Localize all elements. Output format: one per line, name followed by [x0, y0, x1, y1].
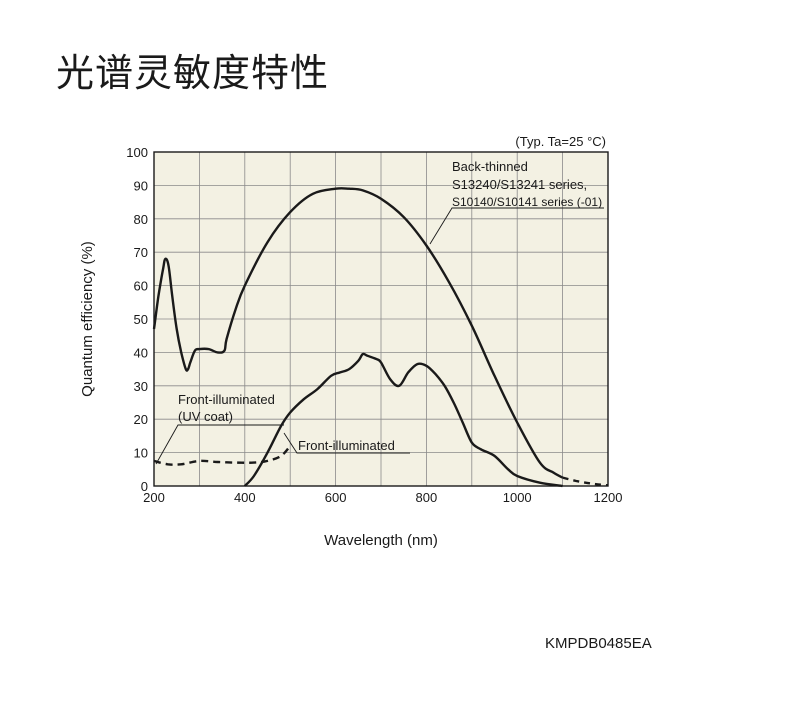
- series-front-illuminated-uv-coat: [153, 445, 292, 466]
- grid-lines: [154, 152, 608, 486]
- y-tick-label: 0: [141, 479, 148, 494]
- series-layer: [152, 187, 609, 488]
- plot-frame: [153, 151, 609, 487]
- x-tick-label: 200: [143, 490, 165, 505]
- series-label-front-illuminated: Front-illuminated: [298, 438, 395, 453]
- leader-line-front-illuminated: [283, 432, 410, 454]
- x-tick-label: 800: [416, 490, 438, 505]
- series-front-illuminated: [243, 352, 563, 488]
- leader-line-back-thinned: [429, 207, 604, 245]
- y-tick-label: 20: [134, 412, 148, 427]
- y-tick-label: 60: [134, 279, 148, 294]
- x-tick-label: 1000: [503, 490, 532, 505]
- series-back-thinned: [152, 187, 564, 479]
- y-tick-label: 100: [126, 145, 148, 160]
- figure-code: KMPDB0485EA: [545, 635, 652, 652]
- leader-line-front-illuminated-uv-coat: [155, 424, 284, 465]
- y-tick-label: 30: [134, 379, 148, 394]
- series-label-back-thinned: S10140/S10141 series (-01): [452, 195, 602, 209]
- x-axis-label: Wavelength (nm): [324, 532, 438, 549]
- y-tick-label: 90: [134, 178, 148, 193]
- x-tick-label: 400: [234, 490, 256, 505]
- y-tick-label: 10: [134, 446, 148, 461]
- y-axis-label: Quantum efficiency (%): [79, 241, 96, 397]
- condition-note: (Typ. Ta=25 °C): [515, 134, 606, 149]
- series-back-thinned-tail: [562, 476, 609, 487]
- annotations: Back-thinned S13240/S13241 series, S10140/…: [155, 159, 604, 465]
- series-label-front-illuminated-uv-coat: Front-illuminated: [178, 392, 275, 407]
- page-title: 光谱灵敏度特性: [56, 51, 330, 95]
- series-label-back-thinned: Back-thinned: [452, 159, 528, 174]
- tick-labels: 0 10 20 30 40 50 60 70 80 90 100 200 400 600 800 1000 12…: [126, 145, 622, 505]
- series-label-back-thinned: S13240/S13241 series,: [452, 177, 587, 192]
- series-label-front-illuminated-uv-coat: (UV coat): [178, 409, 233, 424]
- x-tick-label: 600: [325, 490, 347, 505]
- x-tick-label: 1200: [594, 490, 623, 505]
- y-tick-label: 40: [134, 345, 148, 360]
- y-tick-label: 80: [134, 212, 148, 227]
- y-tick-label: 70: [134, 245, 148, 260]
- y-tick-label: 50: [134, 312, 148, 327]
